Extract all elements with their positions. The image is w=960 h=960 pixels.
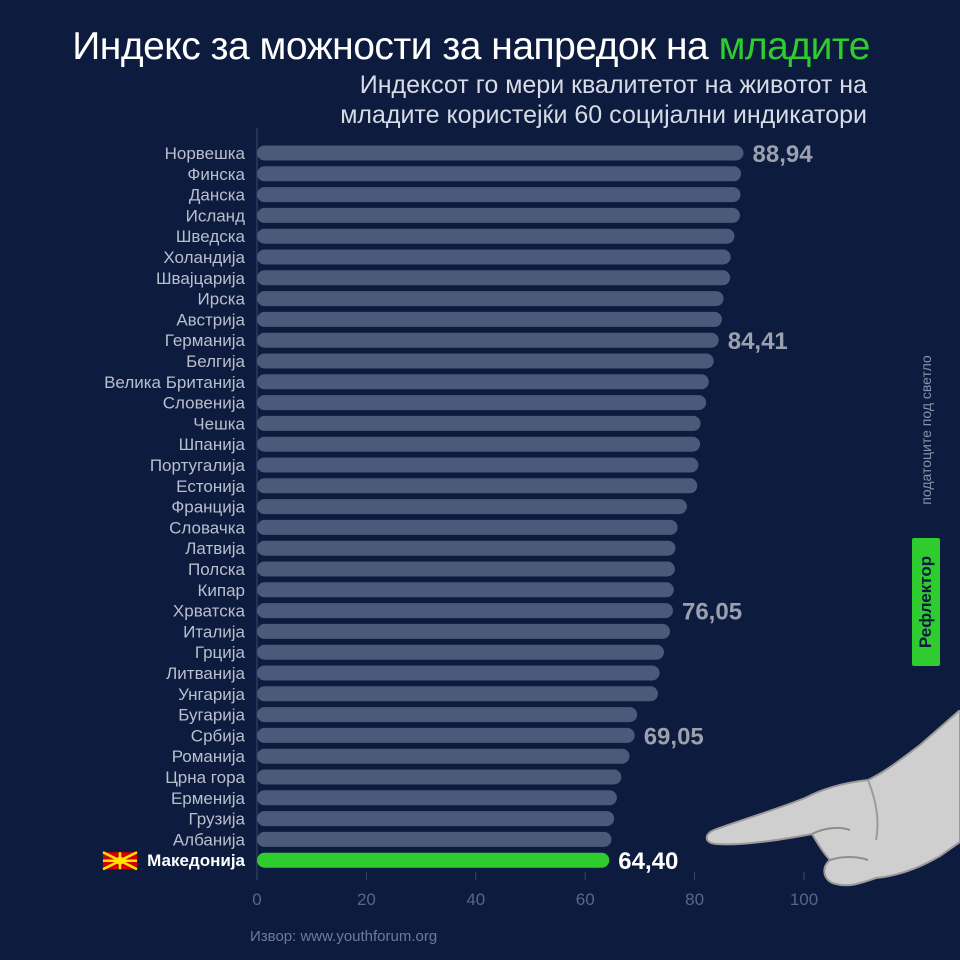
category-label-8: Ирска <box>198 290 246 309</box>
bar-16 <box>257 457 699 473</box>
category-label-21: Полска <box>188 560 246 579</box>
bar-23 <box>257 603 673 619</box>
bar-34 <box>257 831 612 847</box>
bar-32 <box>257 790 617 806</box>
page-subtitle: Индексот го мери квалитетот на животот н… <box>247 70 867 130</box>
x-tick-label-6: 100 <box>790 890 818 909</box>
category-label-1: Норвешка <box>165 144 246 163</box>
data-label-1: 88,94 <box>753 141 814 168</box>
category-label-9: Австрија <box>176 310 245 329</box>
flag-ray-1 <box>102 851 121 862</box>
subtitle-line-2: младите користејќи 60 социјални индикато… <box>340 101 867 129</box>
bar-25 <box>257 644 664 660</box>
bar-22 <box>257 582 674 598</box>
category-label-34: Албанија <box>173 830 246 849</box>
category-label-3: Данска <box>189 186 246 205</box>
x-tick-label-3: 40 <box>466 890 485 909</box>
category-label-29: Србија <box>191 726 246 745</box>
x-tick-label-2: 20 <box>357 890 376 909</box>
category-label-13: Словенија <box>163 394 246 413</box>
bar-27 <box>257 686 658 702</box>
bar-15 <box>257 436 701 452</box>
bar-35 <box>257 852 610 868</box>
flag-ray-3 <box>102 859 121 871</box>
category-label-4: Исланд <box>186 206 245 225</box>
bar-1 <box>257 145 744 161</box>
bar-19 <box>257 519 678 535</box>
category-label-15: Шпанија <box>179 435 246 454</box>
bar-17 <box>257 478 698 494</box>
pointing-hand-icon <box>705 710 960 887</box>
title-accent: младите <box>718 25 871 68</box>
category-label-28: Бугарија <box>178 706 245 725</box>
category-label-18: Франција <box>171 498 245 517</box>
bar-21 <box>257 561 675 577</box>
bar-33 <box>257 811 615 827</box>
subtitle-line-1: Индексот го мери квалитетот на животот н… <box>359 71 867 99</box>
category-label-26: Литванија <box>166 664 245 683</box>
flag-ray-2 <box>119 851 138 862</box>
bar-18 <box>257 499 687 515</box>
data-label-2: 84,41 <box>728 328 788 355</box>
bar-2 <box>257 166 742 182</box>
category-label-25: Грција <box>195 643 246 662</box>
bar-7 <box>257 270 731 286</box>
category-label-35: Македонија <box>147 851 245 870</box>
data-label-4: 69,05 <box>644 723 704 750</box>
bar-20 <box>257 540 676 556</box>
bar-4 <box>257 207 741 223</box>
category-label-10: Германија <box>165 331 246 350</box>
category-label-23: Хрватска <box>173 602 246 621</box>
bar-14 <box>257 415 701 431</box>
bar-11 <box>257 353 714 369</box>
bar-13 <box>257 395 707 411</box>
bar-10 <box>257 332 719 348</box>
bar-6 <box>257 249 731 265</box>
data-label-5: 64,40 <box>618 848 678 875</box>
category-label-17: Естонија <box>176 477 245 496</box>
page-title: Индекс за можности за напредок на младит… <box>72 24 870 70</box>
category-label-22: Кипар <box>197 581 245 600</box>
x-tick-label-4: 60 <box>576 890 595 909</box>
title-main: Индекс за можности за напредок на <box>72 25 709 68</box>
category-label-6: Холандија <box>163 248 245 267</box>
bar-5 <box>257 228 735 244</box>
bar-28 <box>257 707 638 723</box>
data-label-3: 76,05 <box>682 599 742 626</box>
category-label-31: Црна гора <box>165 768 245 787</box>
category-label-14: Чешка <box>193 414 245 433</box>
x-tick-label-1: 0 <box>252 890 261 909</box>
category-label-11: Белгија <box>186 352 245 371</box>
category-label-20: Латвија <box>185 539 245 558</box>
brand-tagline: податоците под светло <box>918 355 934 505</box>
category-label-2: Финска <box>187 165 245 184</box>
flag-ray-4 <box>119 859 138 871</box>
bar-31 <box>257 769 622 785</box>
category-label-19: Словачка <box>169 518 245 537</box>
brand-name: Рефлектор <box>916 555 935 649</box>
bar-8 <box>257 291 724 307</box>
bar-29 <box>257 727 635 743</box>
category-label-16: Португалија <box>150 456 246 475</box>
brand-logo: Рефлектор <box>912 538 940 666</box>
category-label-7: Швајцарија <box>156 269 246 288</box>
bar-30 <box>257 748 630 764</box>
source-text: Извор: www.youthforum.org <box>250 928 438 945</box>
category-label-12: Велика Британија <box>104 373 245 392</box>
category-label-5: Шведска <box>176 227 246 246</box>
bar-9 <box>257 311 722 327</box>
category-label-33: Грузија <box>188 810 245 829</box>
category-label-32: Ерменија <box>171 789 246 808</box>
bar-26 <box>257 665 660 681</box>
bar-3 <box>257 187 741 203</box>
bar-24 <box>257 623 670 639</box>
bar-12 <box>257 374 709 390</box>
category-label-27: Унгарија <box>178 685 245 704</box>
category-label-30: Романија <box>172 747 246 766</box>
x-tick-label-5: 80 <box>685 890 704 909</box>
category-label-24: Италија <box>183 622 245 641</box>
